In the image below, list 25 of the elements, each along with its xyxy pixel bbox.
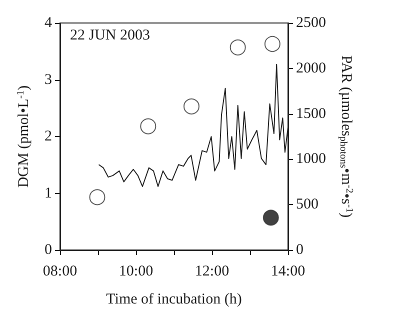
y2-tick-label: 1500 xyxy=(296,106,326,122)
point xyxy=(140,118,156,134)
y-tick-label: 0 xyxy=(44,242,52,258)
y2-tick-label: 1000 xyxy=(296,151,326,168)
y-axis-title: DGM (pmol•L-1) xyxy=(16,85,32,188)
x-tick-label: 10:00 xyxy=(118,264,154,280)
x-tick-label: 08:00 xyxy=(42,264,78,280)
y-tick-label: 3 xyxy=(44,72,52,88)
y2-tick-label: 2500 xyxy=(296,15,326,31)
y-tick-label: 4 xyxy=(44,15,52,31)
annotation: 22 JUN 2003 xyxy=(70,28,150,44)
x-axis-title: Time of incubation (h) xyxy=(106,292,242,308)
point xyxy=(183,98,200,114)
point xyxy=(264,36,280,52)
y-tick-label: 1 xyxy=(44,185,52,202)
point xyxy=(262,210,279,226)
point xyxy=(89,189,106,206)
x-tick-label: 14:00 xyxy=(270,264,306,280)
y2-tick-label: 2000 xyxy=(296,60,326,76)
y2-axis-title: PAR (µmolesphotons•m-2•s-1) xyxy=(338,55,354,218)
point xyxy=(230,39,246,56)
y-tick-label: 2 xyxy=(44,128,52,144)
x-tick-label: 12:00 xyxy=(194,264,230,280)
y2-tick-label: 0 xyxy=(296,242,304,258)
y2-tick-label: 500 xyxy=(296,196,318,213)
